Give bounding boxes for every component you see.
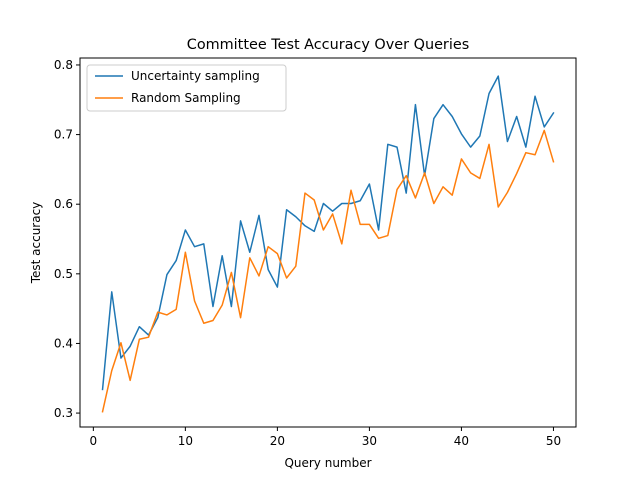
y-tick-label: 0.5 (54, 267, 73, 281)
y-tick-label: 0.6 (54, 197, 73, 211)
x-axis: 0 10 20 30 40 50 (90, 427, 561, 448)
series-line-uncertainty-sampling (101, 75, 555, 391)
y-tick-label: 0.8 (54, 58, 73, 72)
y-axis-title: Test accuracy (29, 202, 43, 285)
legend-label-uncertainty: Uncertainty sampling (131, 69, 260, 83)
x-tick-label: 0 (90, 434, 98, 448)
legend: Uncertainty sampling Random Sampling (86, 64, 287, 112)
x-tick-label: 30 (362, 434, 377, 448)
y-axis: 0.3 0.4 0.5 0.6 0.7 0.8 (54, 58, 80, 420)
y-tick-label: 0.3 (54, 406, 73, 420)
x-tick-label: 50 (546, 434, 561, 448)
x-axis-title: Query number (284, 456, 371, 470)
plot-frame (79, 57, 577, 428)
y-tick-label: 0.4 (54, 336, 73, 350)
x-tick-label: 10 (178, 434, 193, 448)
series-line-random-sampling (101, 129, 555, 413)
legend-box (86, 64, 287, 112)
series-layer (101, 75, 555, 413)
x-tick-label: 40 (454, 434, 469, 448)
x-tick-label: 20 (270, 434, 285, 448)
legend-label-random: Random Sampling (131, 91, 241, 105)
y-tick-label: 0.7 (54, 128, 73, 142)
chart-title: Committee Test Accuracy Over Queries (187, 37, 469, 53)
